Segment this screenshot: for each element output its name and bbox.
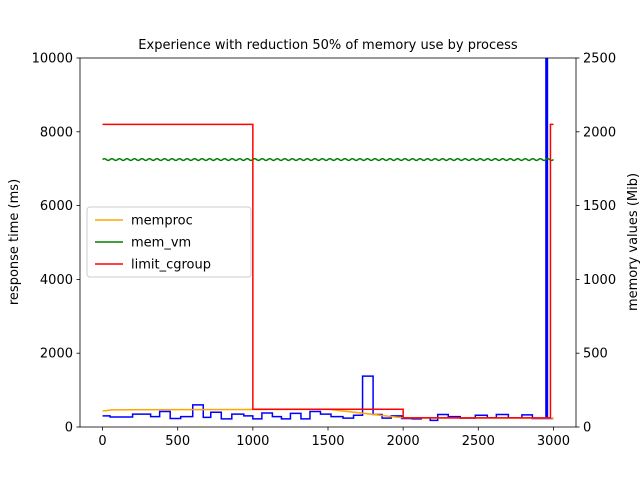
axes: 0 500 1000 1500 2000 2500 3000 0 2000 4000 6000 800… bbox=[32, 52, 616, 450]
y-left-tick-label: 2000 bbox=[40, 347, 73, 362]
plot-area bbox=[102, 58, 554, 422]
x-tick-label: 0 bbox=[98, 434, 106, 449]
series-line-response-time bbox=[102, 58, 554, 422]
y-left-tick-label: 8000 bbox=[40, 125, 73, 140]
y-right-tick-label: 2500 bbox=[583, 52, 616, 67]
x-tick-label: 500 bbox=[165, 434, 190, 449]
x-tick-label: 1500 bbox=[311, 434, 344, 449]
y-left-tick-label: 4000 bbox=[40, 273, 73, 288]
y-right-tick-label: 2000 bbox=[583, 125, 616, 140]
chart-title: Experience with reduction 50% of memory … bbox=[138, 38, 518, 53]
x-tick-label: 1000 bbox=[236, 434, 269, 449]
legend-box bbox=[86, 206, 252, 278]
legend: memproc mem_vm limit_cgroup bbox=[86, 206, 252, 278]
y-left-axis-label: response time (ms) bbox=[7, 179, 22, 305]
series-line-mem_vm bbox=[102, 157, 554, 162]
y-right-tick-label: 500 bbox=[583, 347, 608, 362]
legend-label-mem_vm: mem_vm bbox=[131, 236, 191, 251]
legend-label-limit_cgroup: limit_cgroup bbox=[131, 258, 211, 273]
y-right-axis-label: memory values (Mib) bbox=[626, 173, 640, 311]
x-tick-label: 2000 bbox=[387, 434, 420, 449]
legend-label-memproc: memproc bbox=[131, 214, 193, 229]
x-tick-label: 2500 bbox=[462, 434, 495, 449]
y-right-tick-label: 1000 bbox=[583, 273, 616, 288]
y-left-tick-label: 0 bbox=[65, 421, 73, 436]
y-right-tick-label: 0 bbox=[583, 421, 591, 436]
y-left-tick-label: 10000 bbox=[32, 52, 73, 67]
y-left-tick-label: 6000 bbox=[40, 199, 73, 214]
x-tick-label: 3000 bbox=[537, 434, 570, 449]
series-line-limit_cgroup bbox=[102, 123, 554, 419]
y-right-tick-label: 1500 bbox=[583, 199, 616, 214]
